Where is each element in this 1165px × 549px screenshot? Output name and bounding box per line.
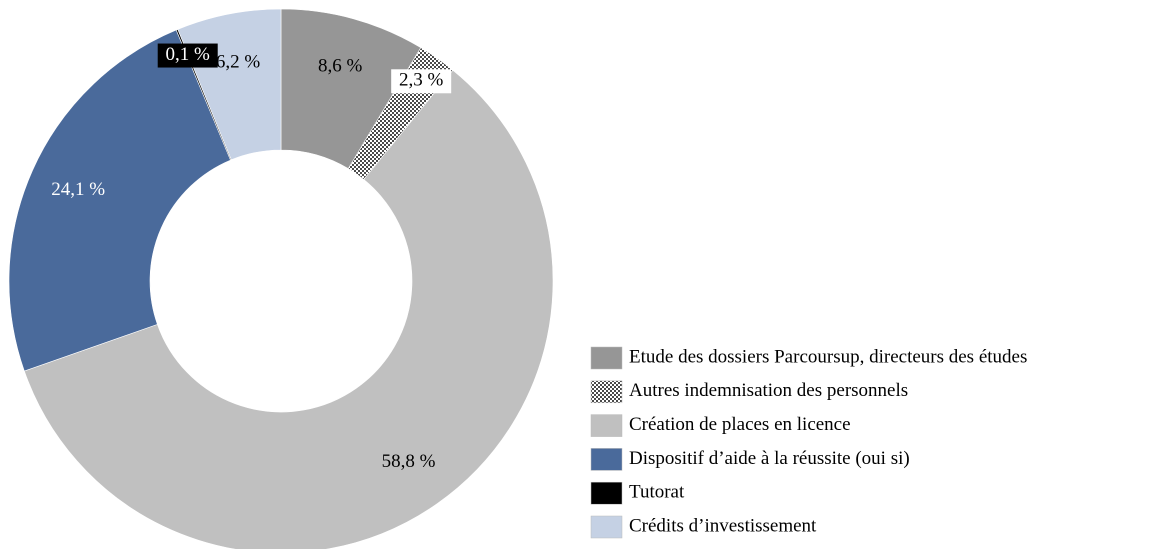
data-label-box <box>391 69 452 94</box>
donut-slice <box>8 29 231 372</box>
legend-swatch <box>590 346 623 370</box>
legend-label: Création de places en licence <box>629 414 851 435</box>
legend-label: Autres indemnisation des personnels <box>629 380 908 401</box>
legend-swatch <box>590 380 623 404</box>
legend-label: Tutorat <box>629 482 685 503</box>
legend-swatch <box>590 481 623 505</box>
data-label: 8,6 % <box>318 55 363 76</box>
legend-swatch <box>590 448 623 471</box>
data-label: 58,8 % <box>382 451 436 472</box>
legend-label: Dispositif d’aide à la réussite (oui si) <box>629 448 910 469</box>
legend-label: Etude des dossiers Parcoursup, directeur… <box>629 346 1027 367</box>
data-label-box <box>157 43 218 68</box>
legend-swatch <box>590 515 623 539</box>
data-label: 2,3 % <box>399 70 444 91</box>
donut-slice <box>23 69 554 549</box>
data-label: 0,1 % <box>166 44 211 65</box>
legend-swatch <box>590 414 623 437</box>
data-label: 6,2 % <box>216 52 261 73</box>
data-label: 24,1 % <box>51 179 105 200</box>
legend-label: Crédits d’investissement <box>629 515 817 536</box>
